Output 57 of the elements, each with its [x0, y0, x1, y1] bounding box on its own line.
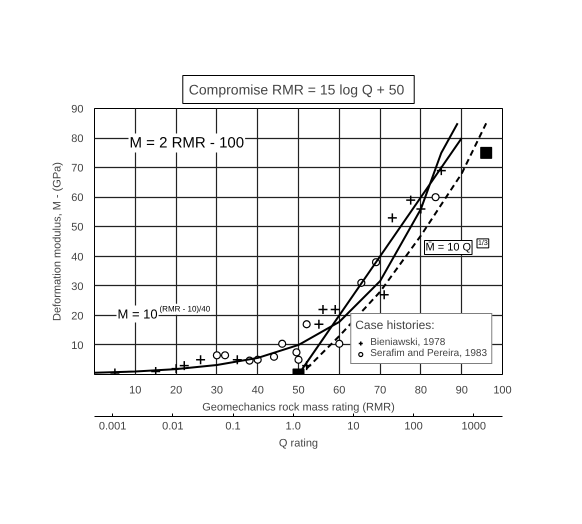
y-tick-label: 30 — [71, 280, 84, 293]
point — [270, 352, 278, 361]
x-tick-label: 30 — [210, 384, 224, 396]
y-tick-label: 10 — [71, 340, 84, 352]
point — [302, 320, 311, 328]
x2-tick-label: 0.01 — [162, 420, 184, 432]
point — [378, 289, 390, 300]
point — [387, 212, 398, 224]
point — [416, 204, 426, 214]
x2-tick-label: 0.001 — [98, 420, 126, 432]
point — [480, 146, 492, 159]
y-tick-label: 20 — [71, 310, 84, 322]
x2-tick-label: 1000 — [462, 420, 486, 432]
y-tick-label: 50 — [71, 222, 84, 234]
point — [179, 360, 190, 371]
y-tick-label: 90 — [71, 104, 84, 116]
point — [212, 351, 221, 360]
x2-tick-label: 1.0 — [286, 420, 301, 432]
x-tick-label: 10 — [129, 384, 142, 396]
x2-tick-label: 10 — [347, 420, 360, 432]
legend-title: Case histories: — [355, 318, 436, 332]
y-axis-title: Deformation modulus, M - (GPa) — [51, 162, 64, 321]
point — [232, 354, 243, 365]
x2-tick-label: 0.1 — [225, 420, 241, 432]
x-tick-label: 40 — [252, 384, 264, 396]
point — [405, 194, 416, 206]
point — [278, 340, 286, 348]
point — [294, 356, 303, 364]
annotation: M = 2 RMR - 100 — [130, 134, 244, 152]
point — [220, 351, 230, 360]
point — [431, 193, 440, 202]
x-tick-label: 80 — [414, 384, 428, 396]
y-tick-label: 70 — [71, 162, 84, 175]
x-tick-label: 50 — [292, 384, 305, 396]
point — [195, 354, 206, 365]
x-tick-label: 20 — [170, 384, 182, 396]
x-tick-label: 100 — [493, 384, 512, 396]
x2-tick-label: 100 — [404, 420, 423, 432]
point — [318, 304, 328, 315]
legend-label: Bieniawski, 1978 — [370, 337, 446, 348]
point — [330, 304, 340, 315]
y-tick-label: 40 — [71, 251, 84, 264]
point — [314, 319, 324, 330]
x2-axis-title: Q rating — [278, 438, 318, 450]
legend-label: Serafim and Pereira, 1983 — [370, 348, 487, 359]
x-tick-label: 90 — [456, 384, 468, 396]
point — [335, 340, 344, 348]
point — [292, 348, 301, 356]
y-tick-label: 60 — [71, 192, 84, 204]
x-axis-title: Geomechanics rock mass rating (RMR) — [202, 402, 395, 414]
y-tick-label: 80 — [71, 133, 84, 146]
point — [436, 165, 447, 176]
text: Compromise RMR = 15 log Q + 50 — [188, 82, 405, 98]
point — [150, 366, 161, 374]
point — [301, 360, 312, 371]
x-tick-label: 60 — [333, 384, 346, 396]
x-tick-label: 70 — [374, 384, 386, 396]
